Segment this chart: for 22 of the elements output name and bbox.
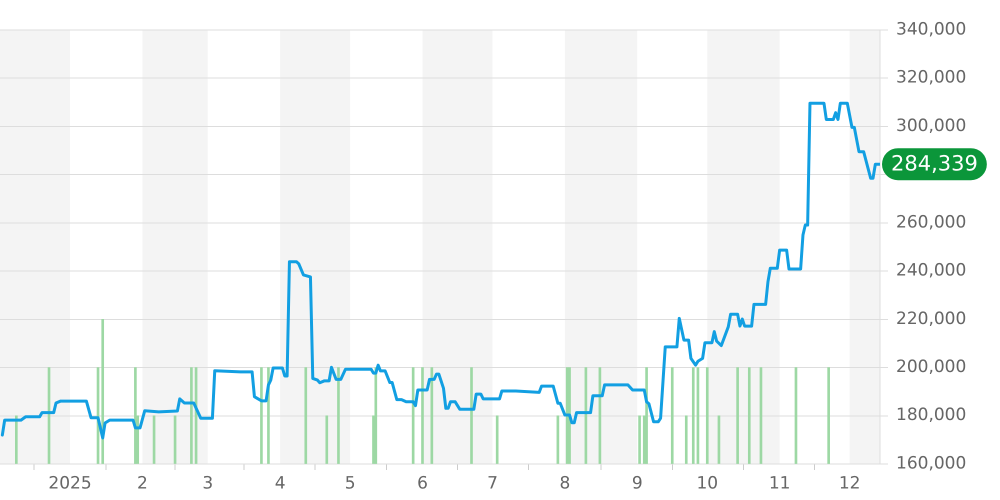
x-tick-label: 9	[632, 474, 643, 494]
x-tick-label: 2	[136, 474, 148, 494]
y-tick-label: 220,000	[896, 308, 966, 329]
x-tick-label: 12	[838, 474, 860, 494]
x-tick-label: 5	[344, 474, 356, 494]
y-tick-label: 200,000	[896, 356, 966, 377]
y-tick-label: 160,000	[896, 453, 966, 474]
y-tick-label: 180,000	[896, 405, 966, 426]
x-tick-label: 2025	[48, 474, 92, 494]
x-tick-label: 7	[487, 474, 498, 494]
x-tick-label: 10	[696, 474, 718, 494]
y-tick-label: 240,000	[896, 260, 966, 281]
x-tick-label: 8	[559, 474, 570, 494]
y-tick-label: 320,000	[896, 68, 966, 88]
x-tick-label: 3	[202, 474, 214, 494]
y-tick-label: 340,000	[896, 19, 966, 40]
x-tick-label: 6	[417, 474, 428, 494]
x-tick-label: 4	[274, 474, 286, 494]
y-tick-label: 300,000	[896, 116, 966, 136]
x-tick-label: 11	[768, 474, 790, 494]
y-tick-label: 260,000	[896, 212, 966, 232]
annotation: 284,339	[891, 152, 978, 176]
